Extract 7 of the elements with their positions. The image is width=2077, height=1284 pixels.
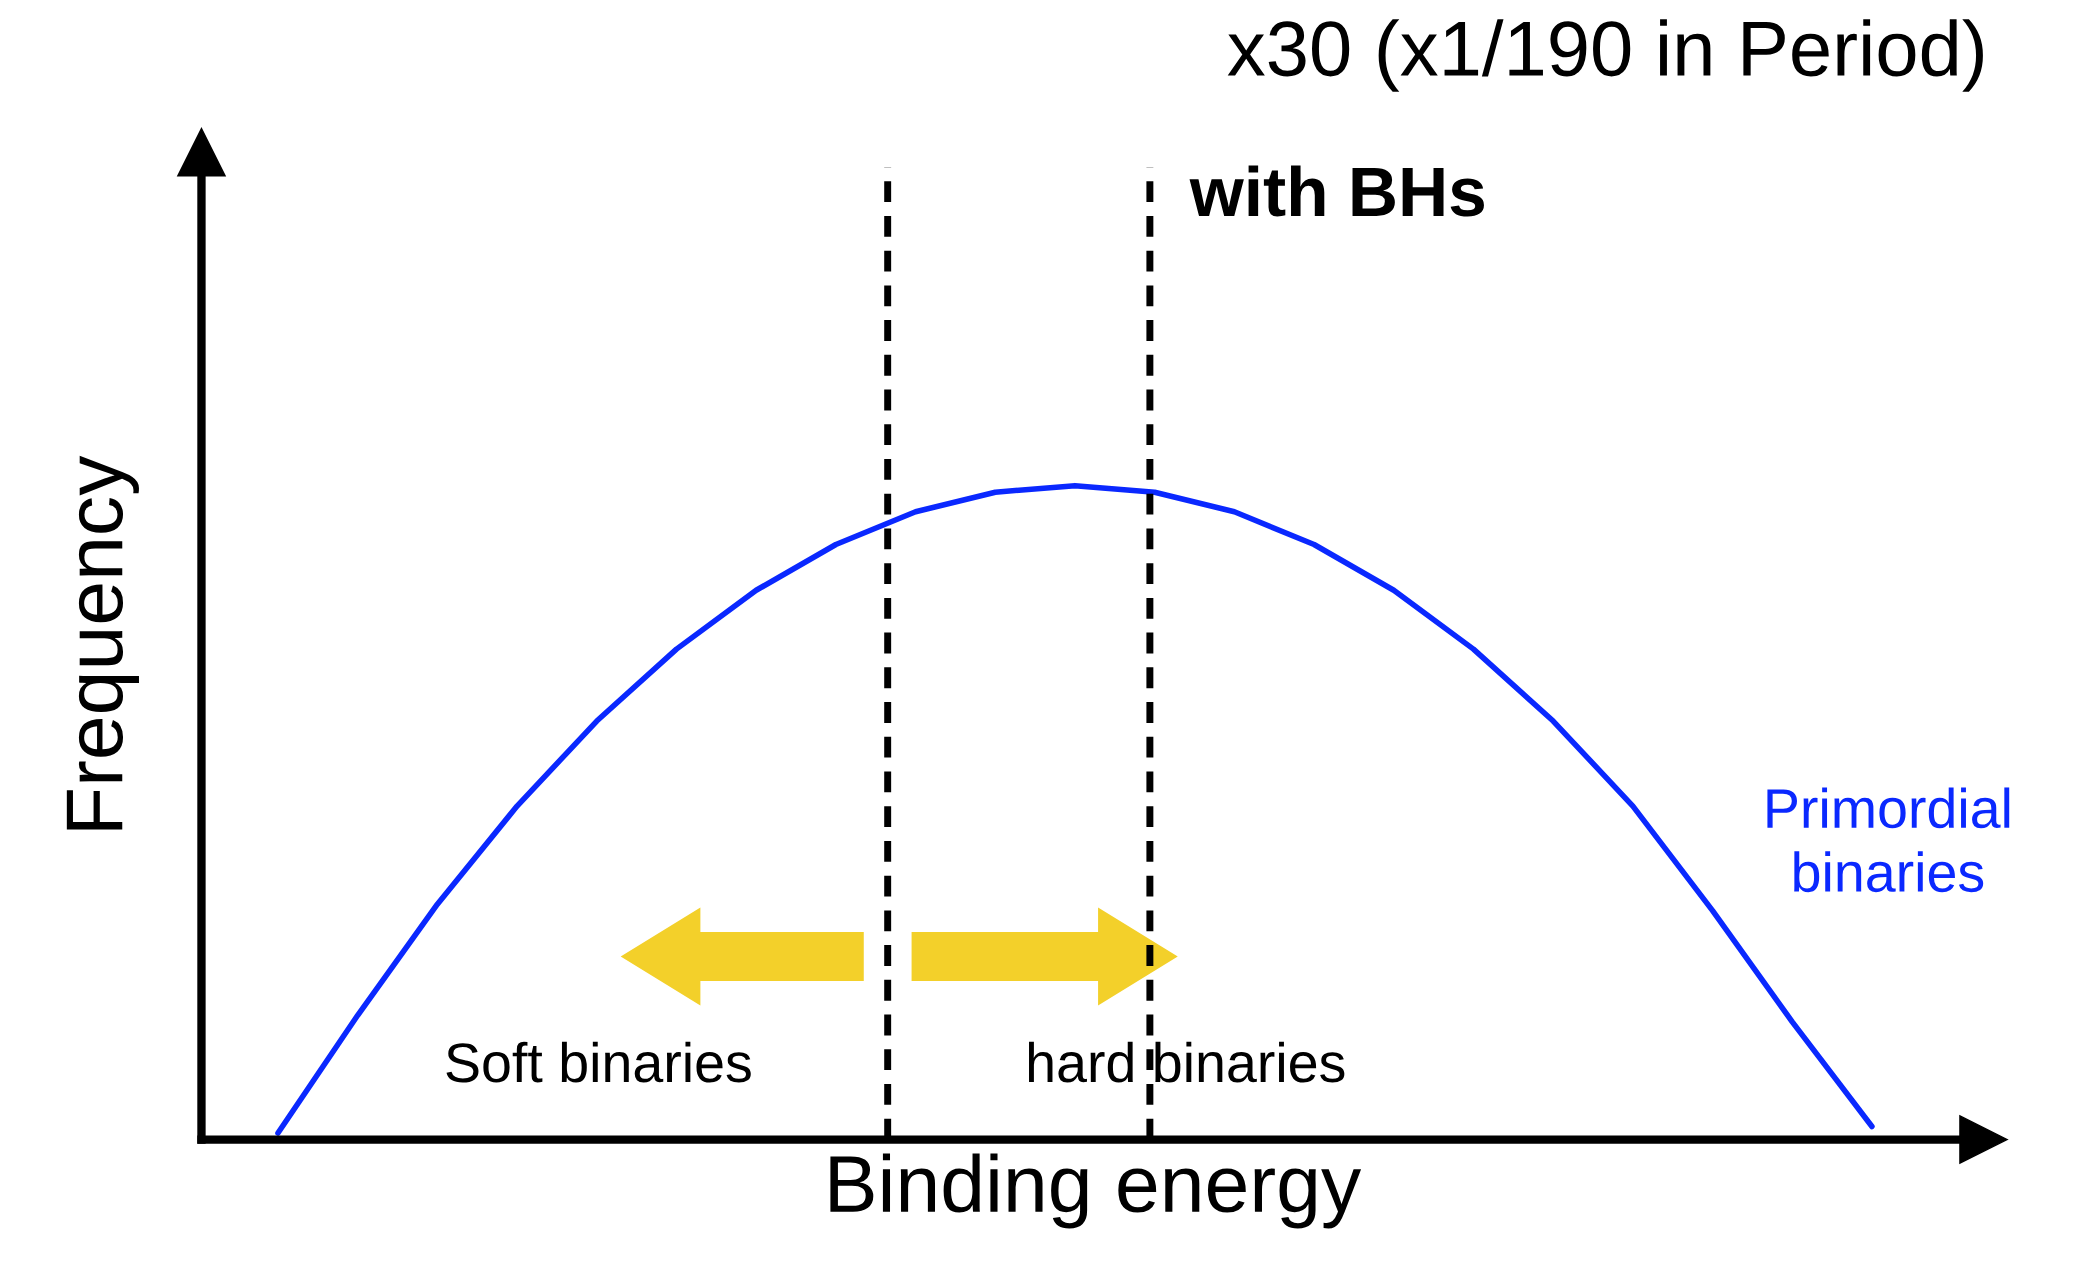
text: with BHs: [1189, 165, 1484, 217]
y-axis-title: Frequency: [66, 455, 139, 830]
text: x30 (x1/190 in Period): [1227, 19, 1983, 92]
series-label: Primordial binaries: [1767, 787, 2010, 893]
annotation: hard binaries: [1029, 1041, 1345, 1083]
x-axis-title: Binding energy: [830, 1153, 1362, 1229]
annotation: Soft binaries: [446, 1041, 751, 1083]
